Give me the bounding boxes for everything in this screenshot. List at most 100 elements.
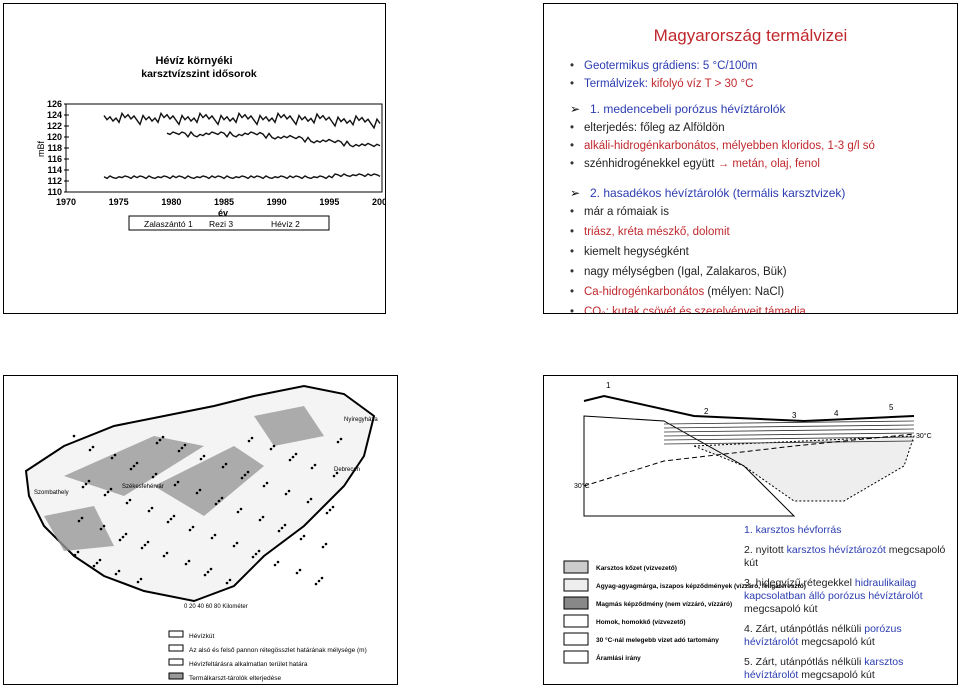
well-dot [225, 581, 229, 585]
y-tick-label: 112 [47, 176, 62, 186]
well-dot [99, 527, 103, 531]
place-name: Debrecen [334, 467, 360, 473]
bullet: triász, kréta mészkő, dolomit [570, 226, 875, 238]
text-segment: nagy mélységben (Igal, Zalakaros, Bük) [584, 266, 787, 278]
well-dot [321, 545, 325, 549]
sand-body [693, 435, 915, 502]
well-dot [295, 571, 299, 575]
legend-box [128, 215, 330, 231]
text-segment: hidraulikailag kapcsolatban álló porózus… [744, 577, 923, 602]
well-dot [203, 573, 207, 577]
temperature-label: 30°C [916, 432, 932, 440]
legend-entry: Hévízfeltárásra alkalmatlan terület hatá… [189, 661, 308, 668]
y-tick-label: 118 [47, 143, 62, 153]
text-segment: triász, kréta mészkő, dolomit [584, 226, 730, 238]
well-dot [339, 437, 343, 441]
well-dot [191, 525, 195, 529]
well-dot [76, 550, 80, 554]
x-tick-label: 1990 [267, 197, 287, 207]
well-dot [118, 538, 122, 542]
list-item: 1. karsztos hévforrás [744, 524, 954, 537]
well-dot [91, 445, 95, 449]
well-dot [220, 496, 224, 500]
bullet: Termálvizek: kifolyó víz T > 30 °C [570, 78, 875, 90]
scan-curve [103, 173, 381, 180]
scan-curve [103, 111, 381, 130]
temperature-label: 30°C [574, 482, 590, 490]
well-dot [210, 536, 214, 540]
well-dot [129, 467, 133, 471]
legend-symbol [563, 578, 589, 592]
well-dot [183, 443, 187, 447]
text-segment: → metán, olaj, fenol [717, 158, 820, 170]
section-list: elterjedés: főleg az Alföldön alkáli-hid… [570, 122, 875, 170]
karst-body [583, 415, 796, 517]
scan-curve [166, 130, 381, 148]
well-dot [114, 572, 118, 576]
well-dot [117, 569, 121, 573]
well-dot [102, 524, 106, 528]
well-dot [250, 436, 254, 440]
legend-entry: Az alsó és felső pannon rétegösszlet hat… [189, 647, 367, 654]
well-dot [98, 558, 102, 562]
legend-symbol [168, 658, 184, 666]
y-tick-label: 124 [47, 110, 62, 120]
well-dot [84, 482, 88, 486]
y-tick-label: 120 [47, 132, 62, 142]
text-segment: karsztos hévíztárolót [744, 656, 904, 681]
place-name: Székesfehérvár [122, 484, 164, 490]
slide-body: Geotermikus grádiens: 5 °C/100m Termálvi… [570, 60, 875, 314]
x-tick-label: 1975 [109, 197, 129, 207]
karst-area [44, 506, 114, 551]
well-dot [287, 489, 291, 493]
well-dot [92, 564, 96, 568]
legend-entry: Rezi 3 [209, 219, 233, 229]
well-dot [77, 519, 81, 523]
well-dot [81, 485, 85, 489]
well-dot [87, 479, 91, 483]
well-list: 1. karsztos hévforrás 2. nyitott karszto… [744, 524, 954, 684]
well-dot [288, 458, 292, 462]
well-dot [109, 487, 113, 491]
well-dot [240, 476, 244, 480]
well-dot [262, 484, 266, 488]
section-image: 1 2 3 4 5 30°C 30°C Karsztos kőzet (vízvezető) A… [563, 381, 932, 664]
well-dot [313, 463, 317, 467]
legend-symbol [168, 630, 184, 638]
text-segment: szénhidrogénekkel együtt [584, 158, 715, 170]
well-number: 3 [792, 411, 797, 420]
text-segment: megcsapoló kút [744, 544, 946, 569]
well-dot [146, 540, 150, 544]
chart-panel: Hévíz környéki karsztvízszint idősorok 126… [3, 3, 386, 314]
well-dot [150, 506, 154, 510]
place-name: Szombathely [34, 490, 69, 496]
y-tick-label: 116 [47, 154, 62, 164]
text-segment: 2. nyitott [744, 544, 784, 556]
list-item: 3. hidegvízű rétegekkel hidraulikailag k… [744, 577, 954, 616]
bullet: már a rómaiak is [570, 206, 875, 218]
well-dot [309, 497, 313, 501]
well-dot [166, 520, 170, 524]
well-dot [103, 493, 107, 497]
well-dot [235, 541, 239, 545]
well-dot [139, 577, 143, 581]
well-dot [243, 473, 247, 477]
legend-entry: Homok, homokkő (vízvezető) [596, 619, 686, 626]
text-segment: CO₂: kutak csövét és szerelvényeit támad… [584, 306, 806, 314]
well-dot [199, 457, 203, 461]
well-dot [273, 563, 277, 567]
well-dot [302, 534, 306, 538]
well-dot [265, 481, 269, 485]
legend-entry: Áramlási irány [596, 653, 641, 662]
strata [663, 420, 915, 425]
well-dot [221, 465, 225, 469]
well-dot [143, 543, 147, 547]
well-dot [272, 444, 276, 448]
legend-symbol [168, 672, 184, 680]
y-tick-label: 126 [47, 99, 62, 109]
well-dot [239, 507, 243, 511]
well-dot [247, 439, 251, 443]
text-segment: 1. karsztos hévforrás [744, 524, 842, 536]
well-dot [128, 498, 132, 502]
